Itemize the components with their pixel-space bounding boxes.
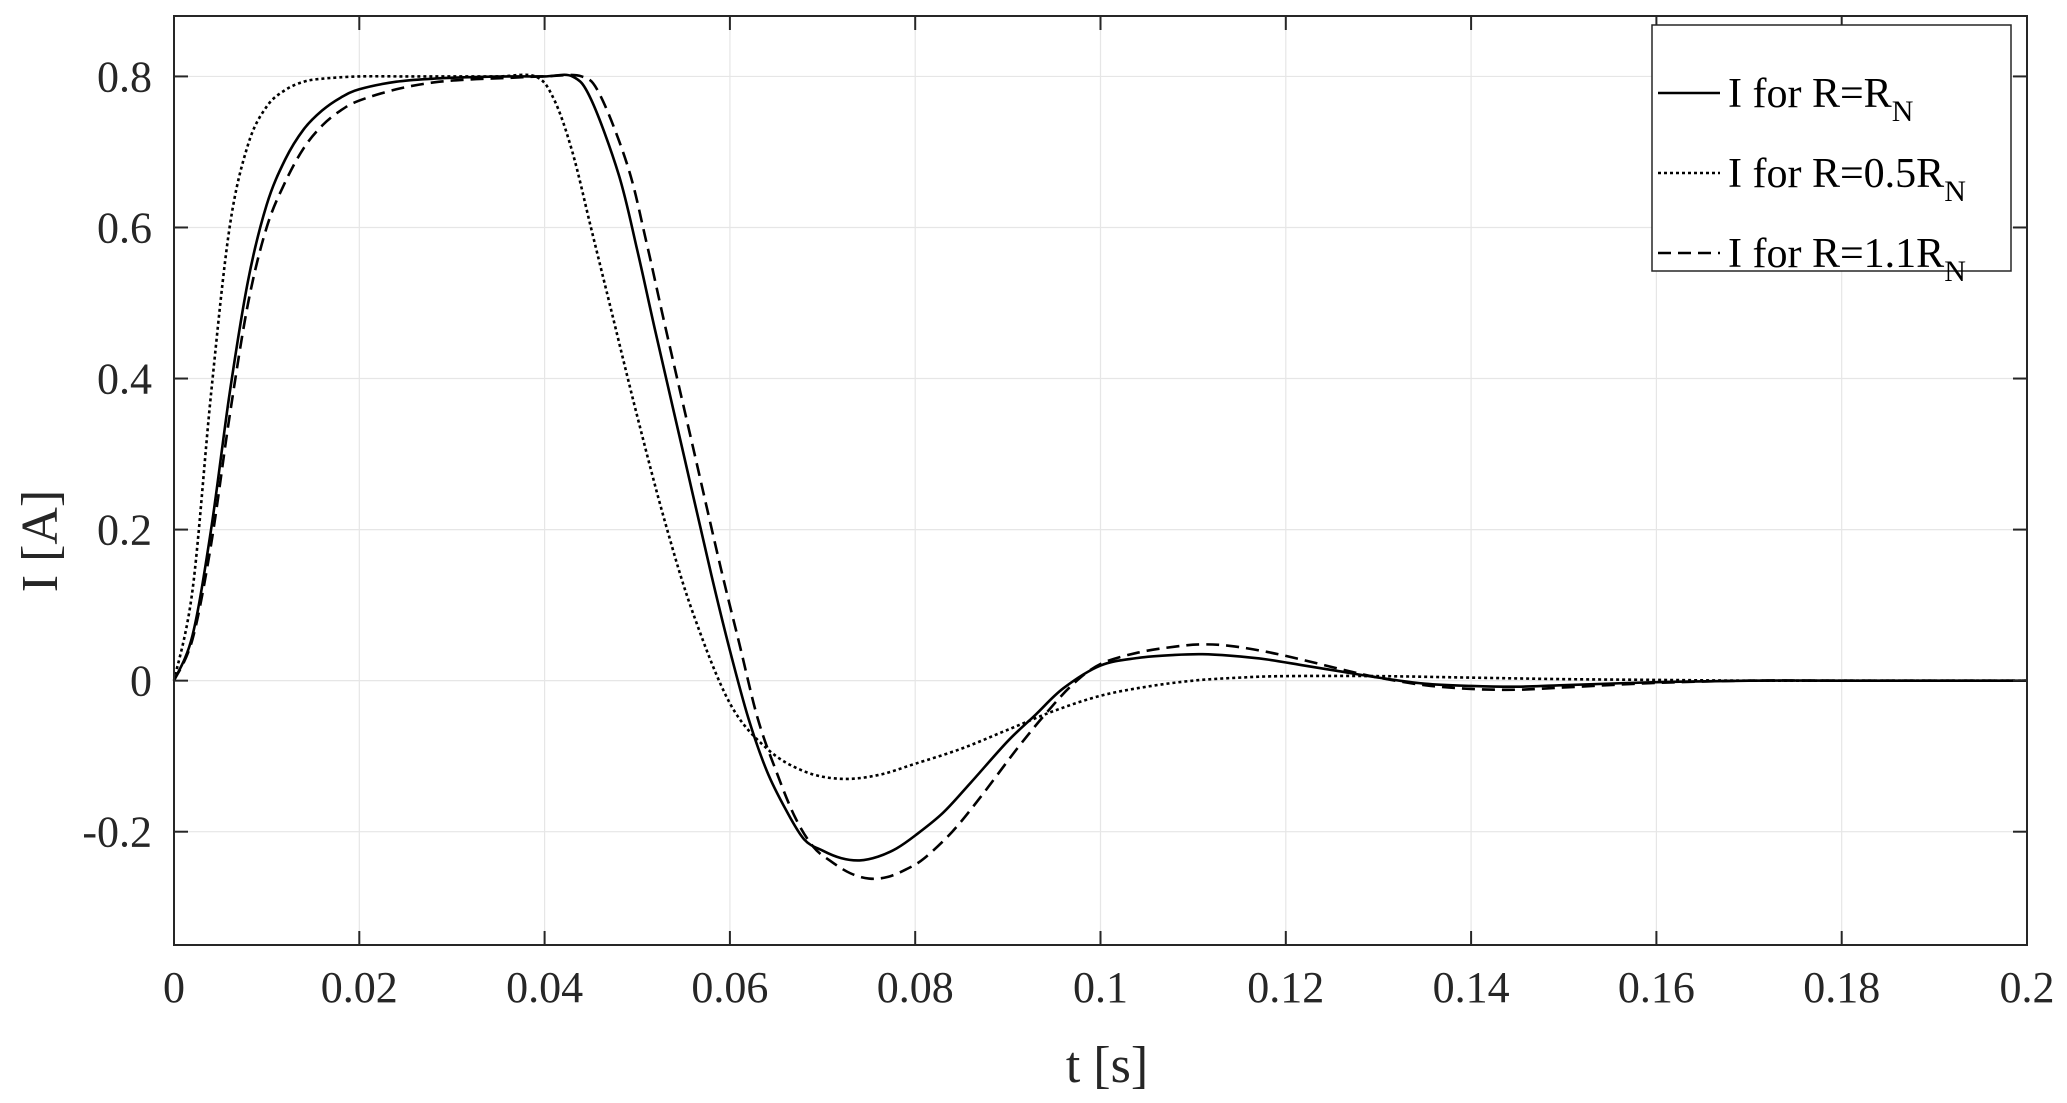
legend-box (1651, 24, 2012, 272)
legend-entry-subscript: N (1944, 175, 1966, 208)
x-tick-label: 0.02 (321, 963, 398, 1012)
x-tick-label: 0.18 (1803, 963, 1880, 1012)
x-tick-label: 0 (163, 963, 185, 1012)
legend-entry-main: I for R=0.5R (1728, 151, 1944, 197)
x-tick-label: 0.04 (506, 963, 583, 1012)
legend-entry-label: I for R=1.1RN (1728, 231, 1966, 288)
y-tick-label: 0.6 (97, 203, 152, 252)
x-tick-label: 0.16 (1618, 963, 1695, 1012)
x-tick-label: 0.14 (1433, 963, 1510, 1012)
x-tick-label: 0.06 (691, 963, 768, 1012)
legend-entry-main: I for R=1.1R (1728, 231, 1944, 277)
y-tick-label: 0.8 (97, 52, 152, 101)
axis-ticks (173, 16, 2028, 945)
x-tick-label: 0.12 (1247, 963, 1324, 1012)
y-tick-label: 0 (130, 657, 152, 706)
series-line-r-1-1rn (172, 73, 2027, 881)
x-tick-label: 0.2 (2000, 963, 2055, 1012)
x-tick-label: 0.08 (877, 963, 954, 1012)
legend-entry-label: I for R=0.5RN (1728, 151, 1966, 208)
series-line-r-rn (172, 73, 2027, 862)
x-tick-label: 0.1 (1073, 963, 1128, 1012)
y-tick-label: 0.2 (97, 506, 152, 555)
legend-entry-subscript: N (1944, 255, 1966, 288)
x-tick-labels: 0 0.02 0.04 0.06 0.08 0.1 0.12 0.14 0.16 0.18 0.2 (163, 963, 2055, 1012)
legend-entry-subscript: N (1892, 95, 1914, 128)
x-axis-title: t [s] (1066, 1037, 1148, 1094)
series-layer (172, 73, 2027, 881)
series-line-r-0-5rn (172, 73, 2027, 781)
y-axis-title: I [A] (12, 490, 69, 593)
y-tick-labels: -0.2 0 0.2 0.4 0.6 0.8 (82, 52, 152, 856)
legend-entry-label: I for R=RN (1728, 71, 1913, 128)
legend-entry-main: I for R=R (1728, 71, 1892, 117)
y-tick-label: 0.4 (97, 355, 152, 404)
y-tick-label: -0.2 (82, 808, 152, 857)
